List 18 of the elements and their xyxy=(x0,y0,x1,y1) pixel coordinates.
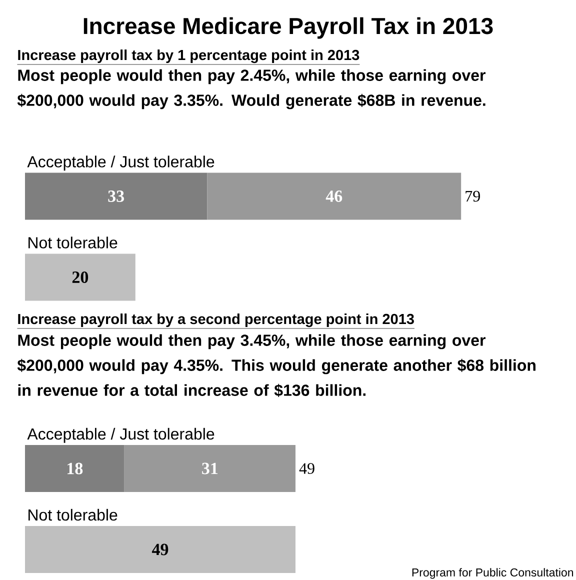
chart-subtitle: Increase payroll tax by 1 percentage point in 2013 xyxy=(18,49,360,64)
total-label: 79 xyxy=(466,190,480,202)
y-tick-label: Not tolerable xyxy=(28,508,118,521)
chart-title: Increase Medicare Payroll Tax in 2013 xyxy=(84,17,493,39)
text: Most people would then pay 2.45%, while those earning over $200,000 would pay 3.35%. Would generate $68B in revenue. xyxy=(17,69,486,110)
y-tick-label: Acceptable / Just tolerable xyxy=(27,428,214,443)
data-label: 20 xyxy=(72,272,88,283)
data-label: 33 xyxy=(108,190,124,202)
y-tick-label: Not tolerable xyxy=(28,236,118,248)
chart-subtitle: Increase payroll tax by a second percentage point in 2013 xyxy=(18,313,414,328)
data-label: 31 xyxy=(202,462,218,474)
text: Program for Public Consultation xyxy=(412,568,574,579)
total-label: 49 xyxy=(299,463,314,474)
data-label: 46 xyxy=(326,190,342,202)
data-label: 49 xyxy=(152,544,168,556)
annotation: Most people would then pay 3.45%, while those earning over $200,000 would pay 4.35%. This would generate another $68 billion in revenue for a total increase of $136 billion. xyxy=(17,334,536,397)
data-label: 18 xyxy=(68,462,83,474)
y-tick-label: Acceptable / Just tolerable xyxy=(27,156,214,171)
